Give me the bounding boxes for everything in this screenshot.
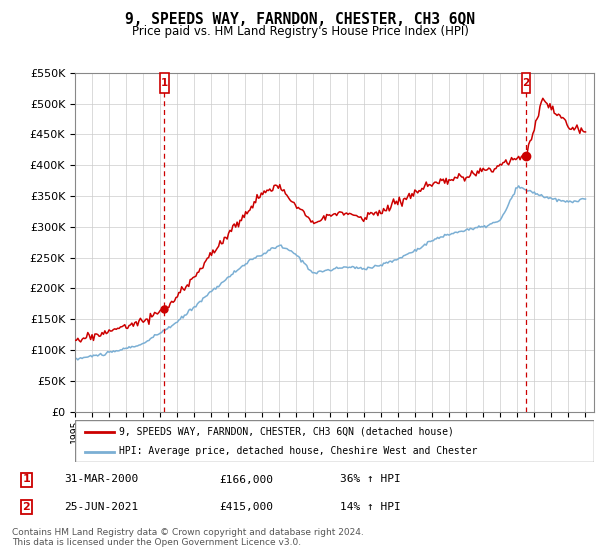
Text: 31-MAR-2000: 31-MAR-2000 <box>64 474 138 484</box>
Text: 1: 1 <box>161 78 168 88</box>
Text: £166,000: £166,000 <box>220 474 274 484</box>
Text: Contains HM Land Registry data © Crown copyright and database right 2024.: Contains HM Land Registry data © Crown c… <box>12 528 364 536</box>
Text: 14% ↑ HPI: 14% ↑ HPI <box>340 502 401 512</box>
Text: 25-JUN-2021: 25-JUN-2021 <box>64 502 138 512</box>
Text: 36% ↑ HPI: 36% ↑ HPI <box>340 474 401 484</box>
Text: 2: 2 <box>23 502 30 512</box>
FancyBboxPatch shape <box>160 73 169 92</box>
Text: £415,000: £415,000 <box>220 502 274 512</box>
Text: 9, SPEEDS WAY, FARNDON, CHESTER, CH3 6QN: 9, SPEEDS WAY, FARNDON, CHESTER, CH3 6QN <box>125 12 475 27</box>
FancyBboxPatch shape <box>75 420 594 462</box>
Text: 9, SPEEDS WAY, FARNDON, CHESTER, CH3 6QN (detached house): 9, SPEEDS WAY, FARNDON, CHESTER, CH3 6QN… <box>119 427 454 437</box>
Text: Price paid vs. HM Land Registry's House Price Index (HPI): Price paid vs. HM Land Registry's House … <box>131 25 469 38</box>
FancyBboxPatch shape <box>521 73 530 92</box>
Text: 2: 2 <box>523 78 530 88</box>
Text: 1: 1 <box>23 474 30 484</box>
Text: This data is licensed under the Open Government Licence v3.0.: This data is licensed under the Open Gov… <box>12 538 301 547</box>
Text: HPI: Average price, detached house, Cheshire West and Chester: HPI: Average price, detached house, Ches… <box>119 446 478 456</box>
